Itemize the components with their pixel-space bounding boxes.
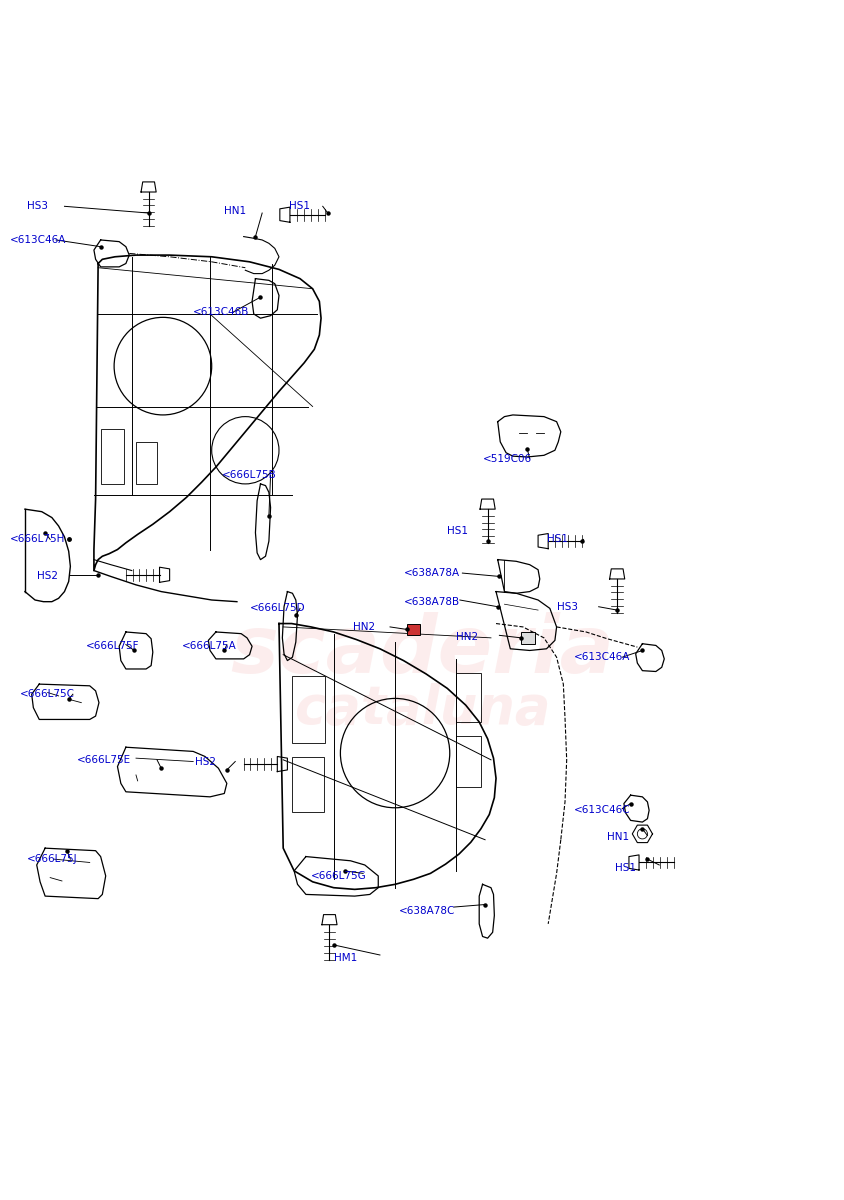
Text: <613C46A: <613C46A bbox=[10, 235, 66, 245]
Text: HS3: HS3 bbox=[556, 601, 577, 612]
Text: <666L75J: <666L75J bbox=[27, 854, 78, 864]
Text: cataluna: cataluna bbox=[294, 683, 550, 736]
Text: <519C06: <519C06 bbox=[483, 454, 532, 463]
Text: scaderia: scaderia bbox=[230, 612, 614, 690]
Bar bbox=[292, 757, 323, 812]
Text: HN1: HN1 bbox=[225, 206, 246, 216]
Text: <666L75B: <666L75B bbox=[222, 470, 277, 480]
Text: <666L75E: <666L75E bbox=[77, 755, 131, 764]
Text: HS2: HS2 bbox=[37, 571, 57, 582]
Text: <666L75C: <666L75C bbox=[20, 689, 75, 700]
Text: <613C46A: <613C46A bbox=[573, 653, 630, 662]
Text: HS1: HS1 bbox=[447, 526, 468, 536]
Bar bbox=[100, 430, 124, 484]
Text: <666L75G: <666L75G bbox=[311, 871, 366, 881]
Text: <666L75F: <666L75F bbox=[85, 641, 139, 652]
Bar bbox=[522, 632, 535, 643]
Text: <613C46C: <613C46C bbox=[573, 805, 630, 815]
Text: HS1: HS1 bbox=[615, 863, 636, 872]
Text: HM1: HM1 bbox=[333, 953, 357, 962]
Bar bbox=[136, 442, 157, 484]
Text: HN2: HN2 bbox=[456, 632, 478, 642]
Bar bbox=[407, 624, 420, 635]
Text: HN2: HN2 bbox=[353, 622, 375, 632]
Text: <638A78C: <638A78C bbox=[398, 906, 455, 917]
Text: <613C46B: <613C46B bbox=[193, 307, 250, 317]
Text: <638A78A: <638A78A bbox=[403, 568, 460, 578]
Bar bbox=[456, 737, 481, 787]
Bar bbox=[292, 676, 325, 743]
Text: <638A78B: <638A78B bbox=[403, 596, 460, 607]
Text: HS1: HS1 bbox=[547, 534, 567, 545]
Bar bbox=[456, 673, 481, 722]
Text: <666L75H: <666L75H bbox=[10, 534, 65, 545]
Text: HS1: HS1 bbox=[289, 202, 310, 211]
Text: HS2: HS2 bbox=[195, 756, 216, 767]
Text: HN1: HN1 bbox=[607, 833, 629, 842]
Text: <666L75D: <666L75D bbox=[250, 604, 306, 613]
Text: <666L75A: <666L75A bbox=[182, 641, 237, 652]
Text: HS3: HS3 bbox=[27, 202, 47, 211]
